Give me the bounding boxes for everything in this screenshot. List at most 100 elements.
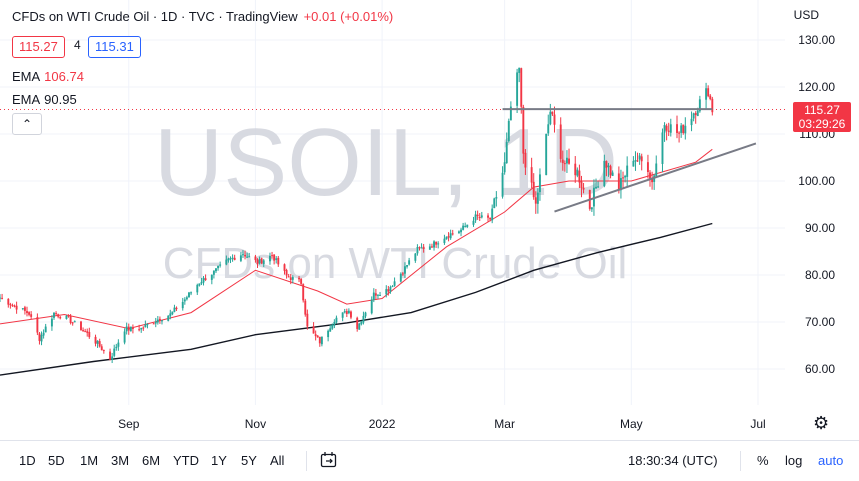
candle-body	[102, 350, 105, 352]
candle-body	[173, 307, 176, 312]
candle-body	[609, 166, 612, 176]
candle-body	[154, 321, 157, 324]
candle-body	[156, 319, 159, 323]
candle-body	[212, 270, 215, 275]
log-toggle[interactable]: log	[785, 453, 803, 468]
candle-body	[304, 300, 307, 315]
candle-body	[40, 334, 43, 342]
spread-value: 4	[74, 38, 81, 52]
candle-body	[536, 192, 539, 204]
range-1y[interactable]: 1Y	[211, 453, 227, 468]
candle-body	[331, 324, 334, 329]
candle-body	[678, 132, 681, 134]
candle-body	[692, 113, 695, 119]
candle-body	[518, 67, 521, 73]
candle-body	[42, 332, 45, 336]
candle-body	[435, 241, 438, 245]
candle-body	[185, 297, 188, 300]
candle-body	[300, 279, 303, 284]
candle-body	[287, 276, 290, 278]
y-tick-label: 60.00	[805, 362, 835, 376]
range-all[interactable]: All	[270, 453, 285, 468]
candle-body	[551, 111, 554, 115]
candle-body	[291, 277, 294, 280]
range-6m[interactable]: 6M	[142, 453, 161, 468]
utc-clock[interactable]: 18:30:34 (UTC)	[628, 453, 718, 468]
candle-body	[447, 236, 450, 238]
candle-body	[665, 125, 668, 131]
candle-body	[553, 114, 556, 125]
candle-body	[532, 181, 535, 198]
collapse-legend-button[interactable]: ⌃	[12, 113, 42, 135]
candle-body	[520, 68, 523, 107]
candle-body	[707, 88, 710, 97]
candle-body	[370, 299, 373, 314]
chart-grid	[0, 0, 785, 405]
candle-body	[142, 327, 145, 329]
candle-body	[597, 186, 600, 188]
candle-body	[71, 322, 74, 324]
candle-body	[140, 327, 143, 330]
candle-body	[219, 264, 222, 266]
candle-body	[273, 254, 276, 261]
candle-body	[329, 328, 332, 332]
range-1m[interactable]: 1M	[80, 453, 99, 468]
gear-icon[interactable]: ⚙	[813, 413, 830, 433]
auto-scale-toggle[interactable]: auto	[818, 453, 844, 468]
candle-body	[705, 88, 708, 100]
candle-body	[36, 317, 39, 333]
sell-price-button[interactable]: 115.27	[12, 36, 65, 58]
candle-body	[44, 326, 47, 333]
candle-body	[422, 246, 425, 249]
candle-body	[320, 336, 323, 345]
candle-body	[84, 331, 87, 333]
currency-label[interactable]: USD	[793, 8, 819, 22]
candle-body	[167, 315, 170, 321]
ema-slow-legend[interactable]: EMA 90.95	[12, 92, 77, 107]
candle-body	[590, 207, 593, 210]
candle-body	[451, 233, 454, 235]
candle-body	[358, 323, 361, 330]
candle-body	[636, 160, 639, 162]
price-axis[interactable]: 60.0070.0080.0090.00100.00110.00120.0013…	[798, 33, 835, 376]
candle-body	[669, 124, 672, 133]
calendar-range-icon[interactable]	[320, 451, 338, 469]
candle-body	[341, 312, 344, 318]
range-5d[interactable]: 5D	[48, 453, 65, 468]
ema-fast-line	[0, 148, 713, 330]
candle-body	[53, 312, 55, 318]
candle-body	[38, 333, 41, 341]
ema-slow-line	[0, 222, 713, 376]
bar-countdown: 03:29:26	[798, 117, 846, 131]
y-tick-label: 120.00	[798, 80, 835, 94]
candle-body	[622, 177, 624, 179]
candle-body	[445, 236, 448, 240]
buy-price-button[interactable]: 115.31	[88, 36, 141, 58]
percent-toggle[interactable]: %	[757, 453, 769, 468]
candle-body	[372, 292, 375, 300]
candle-body	[0, 297, 1, 299]
candle-body	[640, 156, 643, 162]
candle-body	[117, 342, 120, 347]
trendlines[interactable]	[502, 108, 757, 213]
y-tick-label: 100.00	[798, 174, 835, 188]
candle-body	[158, 318, 161, 321]
candle-body	[318, 336, 321, 344]
candle-body	[67, 314, 70, 317]
candle-body	[404, 266, 406, 274]
toolbar-divider	[740, 451, 741, 471]
candle-body	[161, 320, 163, 322]
range-1d[interactable]: 1D	[19, 453, 36, 468]
candle-body	[617, 173, 620, 191]
candle-body	[507, 120, 510, 142]
candle-body	[9, 304, 12, 306]
range-3m[interactable]: 3M	[111, 453, 130, 468]
ema-fast-legend[interactable]: EMA 106.74	[12, 69, 84, 84]
range-ytd[interactable]: YTD	[173, 453, 199, 468]
candle-body	[391, 286, 394, 288]
symbol-title[interactable]: CFDs on WTI Crude Oil · 1D · TVC · Tradi…	[12, 9, 298, 24]
time-axis[interactable]: Sep Nov 2022 Mar May Jul	[118, 417, 766, 431]
price-chart[interactable]: USOIL, 1D CFDs on WTI Crude Oil 60.00 70.…	[0, 0, 859, 440]
range-5y[interactable]: 5Y	[241, 453, 257, 468]
candle-body	[327, 330, 330, 338]
